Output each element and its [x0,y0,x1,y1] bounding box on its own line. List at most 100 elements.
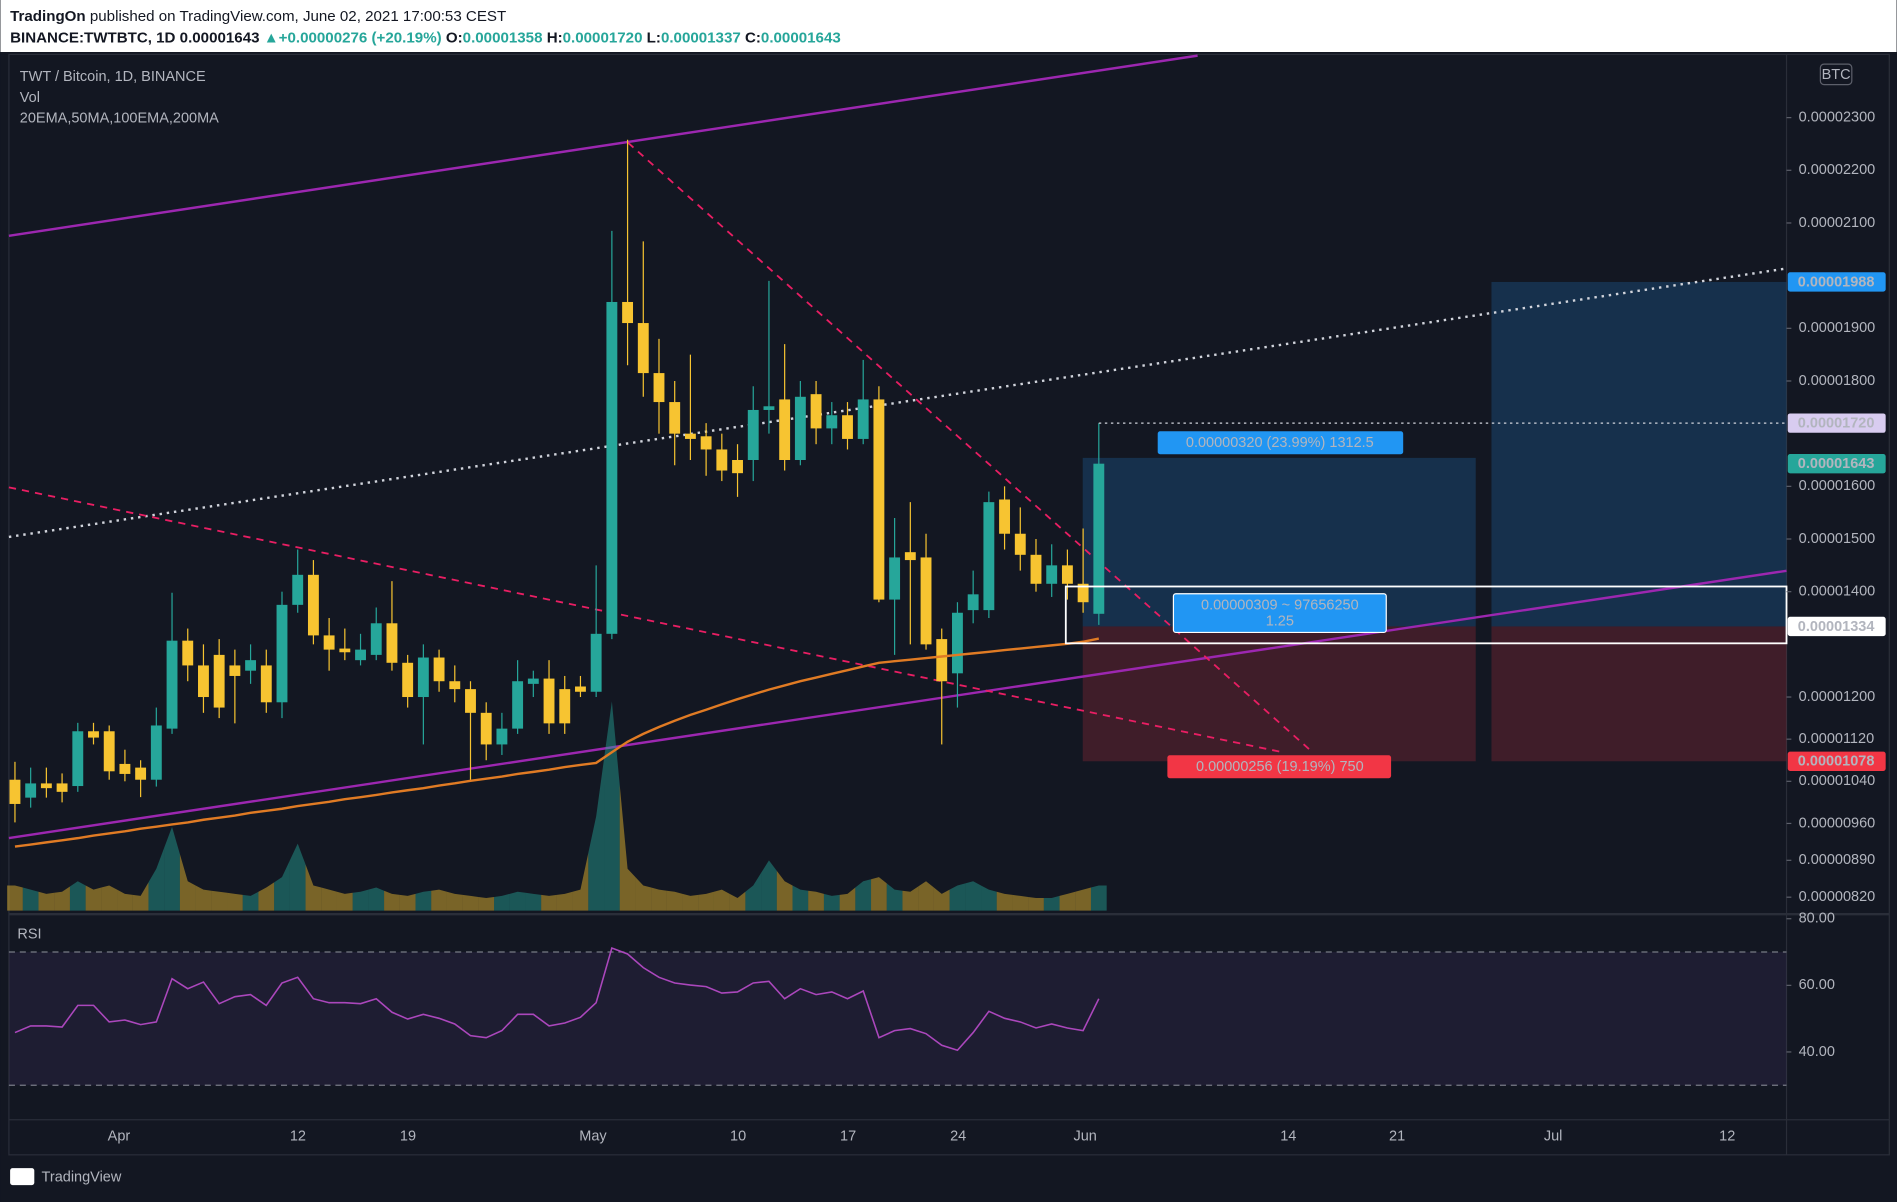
candle-body [873,399,885,600]
x-tick-label: Jun [1073,1129,1096,1145]
volume-area [572,853,589,911]
candle-body [135,767,147,780]
y-tick-label: 0.00001800 [1799,373,1876,389]
y-tick-label: 0.00001120 [1799,731,1875,747]
x-tick-label: Apr [108,1129,131,1145]
rsi-line [14,947,1100,1052]
trend-line [8,569,1787,840]
y-tick-label: 0.00001200 [1799,689,1876,705]
candle-body [103,731,115,772]
ohlc-value: 0.00001358 [463,30,543,47]
volume-area [211,890,228,911]
volume-area [792,885,809,911]
y-tick-label: 0.00001500 [1799,531,1876,547]
ohlc-label: L: [647,30,661,47]
candle-body [245,660,257,671]
last-price: 0.00001643 [180,30,260,47]
volume-area [635,877,652,911]
x-tick-label: 10 [730,1129,746,1145]
range-pill [1172,593,1387,634]
volume-area [494,893,510,911]
candle-body [1093,463,1105,614]
candle-body [449,681,461,690]
candle-body [292,574,304,605]
published: published on TradingView.com, June 02, 2… [90,8,506,25]
price-tag-label: 0.00001988 [1798,274,1875,290]
candle-body [653,373,665,403]
candle-body [1030,554,1042,584]
y-tick-label: 0.00002100 [1799,215,1876,231]
candle-body [402,662,414,698]
candle-body [276,604,288,703]
volume-area [164,826,180,911]
volume-area [839,887,856,911]
candle-body [732,459,743,474]
range-ratio: 1.25 [1266,613,1294,629]
volume-area [289,843,306,911]
volume-area [682,893,699,911]
price-tag-label: 0.00001334 [1798,619,1875,635]
volume-area [258,882,275,911]
candle-body [150,725,162,780]
candle-body [684,433,696,439]
volume-area [399,893,416,911]
unit: BTC [1822,67,1851,83]
volume-area [729,891,746,911]
change: +0.00000276 (+20.19%) [279,30,442,47]
symbol-line: BINANCE:TWTBTC, 1D 0.00001643 ▲+0.000002… [10,30,841,47]
price-tag-label: 0.00001078 [1798,754,1875,770]
volume-area [446,891,463,911]
candle-body [606,301,618,634]
volume-area [336,891,353,911]
price-tag-label: 0.00001720 [1798,416,1875,432]
candle-body [826,415,838,429]
candle-body [543,678,555,724]
volume-area [996,891,1013,911]
volume-area [462,894,479,911]
x-tick-label: 14 [1280,1129,1296,1145]
volume-area [38,891,55,911]
x-tick-label: May [579,1129,607,1145]
candle-body [983,502,995,611]
volume-area [541,894,557,911]
volume-area [619,785,636,911]
volume-area [101,885,118,911]
volume-area [918,881,934,911]
candles [9,139,1105,823]
range-box [1064,585,1788,645]
volume-area [132,882,149,911]
dashed-line [627,142,1314,753]
candle-body [1061,565,1073,584]
symbol: BINANCE:TWTBTC, 1D [10,30,175,47]
y-tick-label: 0.00002200 [1799,162,1876,178]
volume-area [509,891,526,911]
candle-body [952,612,963,674]
volume-area [886,883,903,911]
volume-area [556,891,573,911]
candle-body [967,594,979,611]
target-label: 0.00000320 (23.99%) 1312.5 [1186,435,1374,451]
rsi-label: RSI [17,927,41,943]
dashed-line [8,486,1283,754]
dotted-line [8,267,1787,539]
footer: TradingView [10,1168,122,1186]
volume-area [415,890,432,911]
volume-area [776,870,793,911]
volume-area [321,887,337,911]
y-tick-label: 60.00 [1799,977,1835,993]
ohlc-label: O: [446,30,463,47]
candle-body [716,449,728,471]
volume-area [981,885,997,911]
candle-body [1014,533,1026,555]
volume-area [1012,894,1029,911]
volume-area [698,891,714,911]
candle-body [575,686,586,692]
legend-item: Vol [20,90,40,106]
volume [7,701,1107,911]
header-line: TradingOn published on TradingView.com, … [10,8,506,25]
price-tag [1787,413,1886,433]
x-tick-label: 24 [950,1129,966,1145]
candle-body [480,712,492,745]
chart-title: TWT / Bitcoin, 1D, BINANCE [20,69,206,85]
